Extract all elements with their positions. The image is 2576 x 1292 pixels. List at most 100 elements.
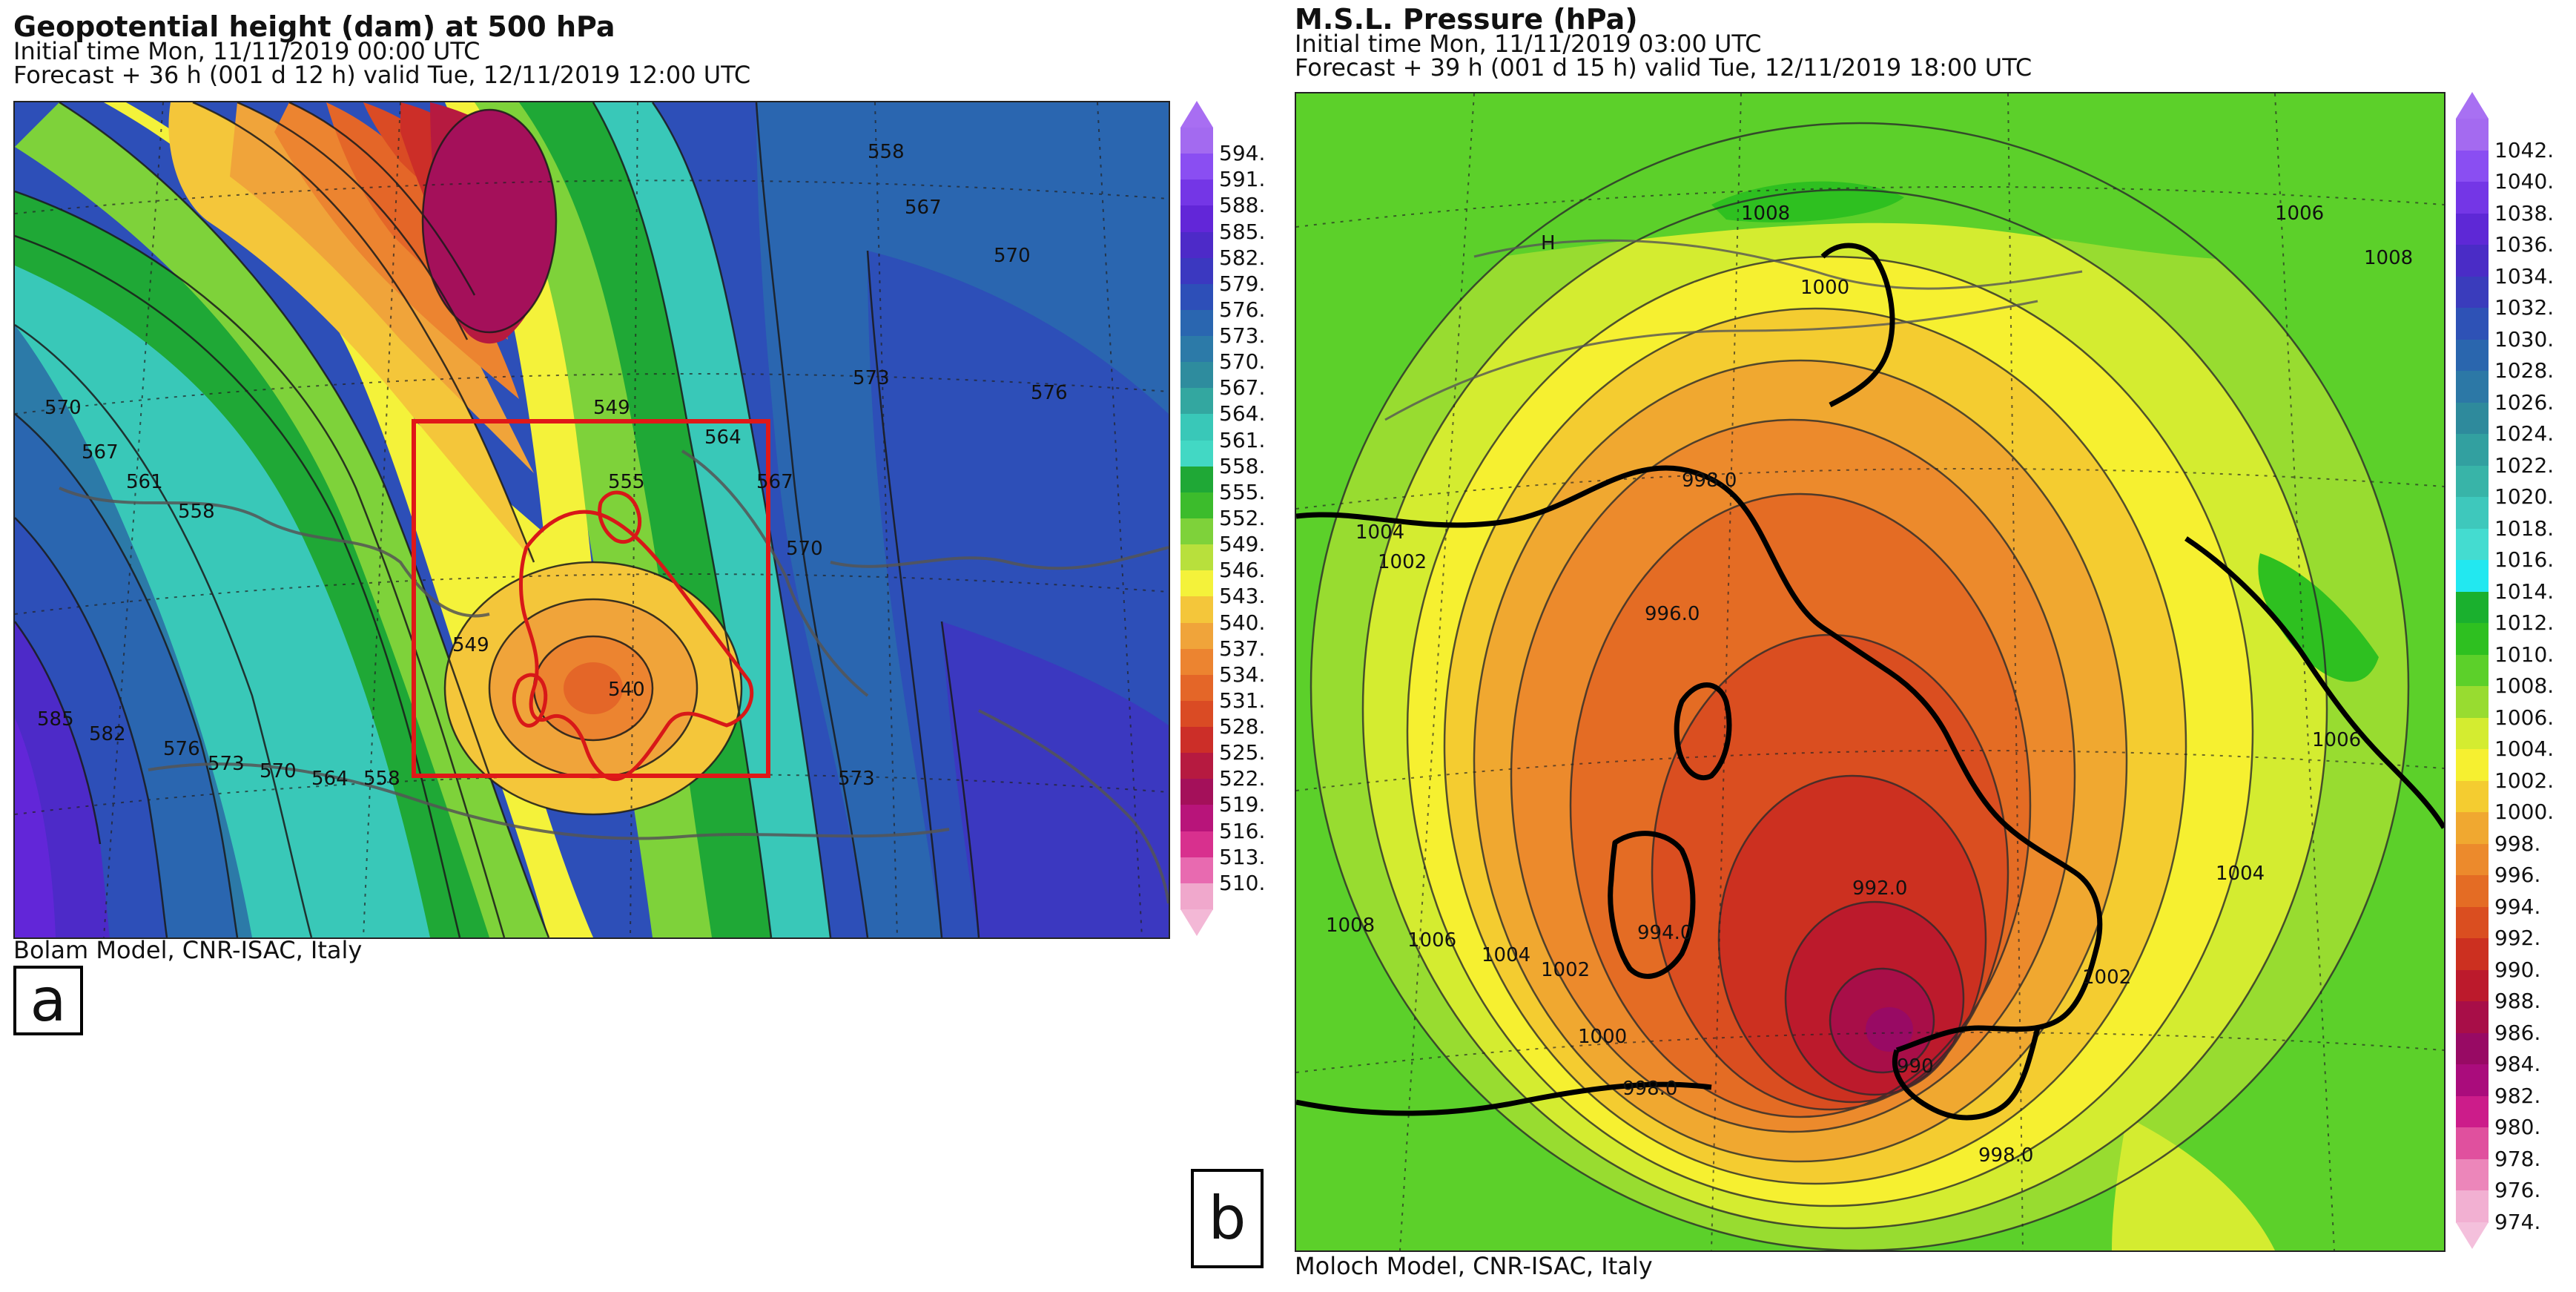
colorbar-swatch [2456, 560, 2489, 593]
contour-label: 576 [163, 738, 200, 760]
contour-label: 555 [608, 471, 645, 493]
colorbar-label: 525. [1219, 740, 1266, 765]
colorbar-label: 510. [1219, 870, 1266, 895]
isobar-label: 1002 [1378, 551, 1427, 573]
geopotential-low-core [423, 110, 556, 332]
colorbar-swatch [2456, 276, 2489, 309]
isobar-label: 996.0 [1645, 603, 1700, 625]
colorbar-label: 1008. [2494, 673, 2554, 699]
colorbar-label: 1010. [2494, 642, 2554, 667]
isobar-label: 1006 [1407, 929, 1456, 952]
colorbar-label: 1000. [2494, 800, 2554, 825]
colorbar-label: 1028. [2494, 358, 2554, 383]
pressure-low-core [1866, 1007, 1913, 1052]
colorbar-swatch [2456, 654, 2489, 687]
isobar-label: 998.0 [1622, 1078, 1677, 1100]
focus-region-box [412, 419, 770, 778]
contour-label: 558 [363, 768, 400, 790]
italy-coastline [1296, 243, 2444, 1121]
panel-a-letter: a [13, 966, 83, 1035]
colorbar-swatch [2456, 686, 2489, 719]
contour-label: 570 [260, 760, 297, 782]
colorbar-swatch [1180, 336, 1213, 363]
colorbar-label: 1012. [2494, 610, 2554, 636]
colorbar-swatch [1180, 596, 1213, 624]
colorbar-label: 1036. [2494, 232, 2554, 257]
isobar-label: 1004 [1355, 521, 1404, 544]
panel-b-credit: Moloch Model, CNR-ISAC, Italy [1295, 1252, 1653, 1280]
colorbar-swatch [2456, 906, 2489, 939]
colorbar-label: 522. [1219, 766, 1266, 791]
colorbar-label: 573. [1219, 323, 1266, 349]
geopotential-map-svg: 558 567 570 573 576 570 567 561 558 585 … [15, 102, 1169, 937]
colorbar-label: 1038. [2494, 200, 2554, 225]
colorbar-label: 519. [1219, 792, 1266, 817]
colorbar-swatch [1180, 857, 1213, 884]
isobar-label: 1002 [1541, 959, 1590, 981]
colorbar-label: 978. [2494, 1146, 2541, 1171]
colorbar-swatch [1180, 362, 1213, 389]
colorbar-label: 564. [1219, 401, 1266, 426]
colorbar-swatch [2456, 1064, 2489, 1097]
colorbar-label: 1034. [2494, 263, 2554, 289]
colorbar-swatch [2456, 119, 2489, 151]
colorbar-swatch [2456, 245, 2489, 277]
colorbar-swatch [1180, 414, 1213, 441]
isobar-label: 998.0 [1682, 469, 1737, 492]
colorbar-label: 591. [1219, 167, 1266, 192]
colorbar-swatch [1180, 283, 1213, 311]
colorbar-swatch [1180, 727, 1213, 754]
colorbar-swatch [2456, 402, 2489, 435]
panel-b-colorbar: 1042. 1040. 1038. 1036. 1034. 1032. 1030. 1028.… [2456, 92, 2560, 1249]
contour-label: 549 [593, 397, 630, 419]
colorbar-swatch [1180, 753, 1213, 780]
contour-label: 567 [905, 197, 942, 219]
colorbar-swatch [1180, 622, 1213, 650]
colorbar-label: 543. [1219, 584, 1266, 609]
colorbar-swatch [1180, 154, 1213, 180]
colorbar-label: 1030. [2494, 326, 2554, 352]
contour-label: 570 [786, 538, 823, 560]
colorbar-swatch [2456, 812, 2489, 845]
colorbar-swatch [1180, 205, 1213, 233]
panel-a: Geopotential height (dam) at 500 hPa Ini… [0, 0, 1275, 1292]
panel-b-map: 1004 1002 1008 1006 1004 1002 1000 998.0… [1295, 92, 2445, 1252]
colorbar-swatch [1180, 466, 1213, 493]
colorbar-swatch [2456, 1190, 2489, 1223]
contour-label: 567 [82, 441, 119, 464]
colorbar-label: 567. [1219, 375, 1266, 401]
colorbar-label: 984. [2494, 1052, 2541, 1077]
isobar-label: 1008 [1326, 914, 1375, 937]
contour-label: 585 [37, 708, 74, 731]
colorbar-swatch [2456, 843, 2489, 876]
colorbar-swatch [2456, 938, 2489, 971]
colorbar-swatch [1180, 179, 1213, 206]
colorbar-swatch [1180, 257, 1213, 285]
colorbar-label: 1018. [2494, 515, 2554, 541]
panel-b-title: M.S.L. Pressure (hPa) [1295, 3, 1638, 36]
colorbar-label: 579. [1219, 271, 1266, 296]
panel-a-colorbar: 594. 591. 588. 585. 582. 579. 576. 573. 570. 567.… [1180, 101, 1269, 936]
contour-label: 573 [208, 753, 245, 775]
colorbar-swatch [2456, 1127, 2489, 1160]
pressure-bands [1311, 123, 2408, 1250]
panel-a-map: 558 567 570 573 576 570 567 561 558 585 … [13, 101, 1170, 939]
colorbar-swatch [2456, 1095, 2489, 1129]
colorbar-swatch [2456, 497, 2489, 530]
colorbar-swatch [1180, 648, 1213, 676]
panel-b: M.S.L. Pressure (hPa) Initial time Mon, … [1191, 0, 2576, 1292]
colorbar-swatch [2456, 1032, 2489, 1066]
panel-a-credit: Bolam Model, CNR-ISAC, Italy [13, 936, 363, 964]
colorbar-label: 558. [1219, 453, 1266, 478]
colorbar-label: 980. [2494, 1115, 2541, 1140]
isobar-label: 1008 [1741, 202, 1790, 225]
colorbar-label: 994. [2494, 894, 2541, 919]
panel-b-forecast: Forecast + 39 h (001 d 15 h) valid Tue, … [1295, 53, 2032, 82]
contour-label: 540 [608, 679, 645, 701]
contour-label: 570 [44, 397, 82, 419]
colorbar-label: 1004. [2494, 736, 2554, 762]
colorbar-swatch [2456, 969, 2489, 1002]
colorbar-swatch [1180, 700, 1213, 728]
colorbar-swatch [1180, 518, 1213, 545]
colorbar-swatch [2456, 465, 2489, 498]
